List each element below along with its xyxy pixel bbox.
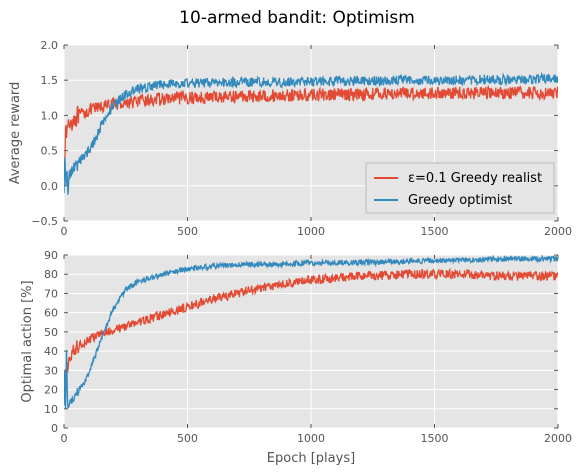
y-tick-label: 2.0	[41, 39, 59, 52]
y-tick-label: 40	[44, 345, 58, 358]
figure-title: 10-armed bandit: Optimism	[179, 8, 415, 28]
x-axis-label: Epoch [plays]	[267, 451, 355, 466]
legend-entry: Greedy optimist	[408, 193, 512, 208]
y-tick-label: 80	[44, 268, 58, 281]
x-tick-label: 0	[61, 432, 68, 445]
x-tick-label: 1500	[421, 225, 449, 238]
y-tick-label: 60	[44, 307, 58, 320]
x-tick-label: 0	[61, 225, 68, 238]
legend-entry: ε=0.1 Greedy realist	[408, 171, 542, 186]
optimal-action-panel: 0 500 1000 1500 2000 0 10 20 30 40 50 60 70 80 90 Optim…	[20, 249, 572, 466]
y-axis-label: Optimal action [%]	[20, 280, 35, 402]
legend-box	[365, 162, 555, 214]
series-group	[64, 71, 558, 195]
y-axis-label: Average reward	[8, 82, 23, 185]
x-tick-label: 2000	[544, 432, 572, 445]
series-line-realist	[64, 267, 558, 403]
x-tick-label: 1000	[297, 225, 325, 238]
y-tick-label: 70	[44, 287, 58, 300]
y-tick-label: 30	[44, 364, 58, 377]
y-tick-label: 10	[44, 403, 58, 416]
y-tick-label: 50	[44, 326, 58, 339]
y-tick-label: 20	[44, 384, 58, 397]
y-tick-label: 1.0	[41, 109, 59, 122]
series-line-realist	[64, 84, 558, 180]
y-tick-label: −0.5	[31, 215, 58, 228]
reward-panel: 0 500 1000 1500 2000 −0.5 0.0 0.5 1.0 1.5 2.0 Avera…	[8, 39, 572, 238]
y-tick-label: 0.5	[41, 145, 59, 158]
series-group	[64, 255, 558, 410]
x-tick-label: 1000	[297, 432, 325, 445]
x-tick-label: 2000	[544, 225, 572, 238]
x-tick-label: 1500	[421, 432, 449, 445]
y-tick-label: 0	[51, 422, 58, 435]
y-tick-label: 1.5	[41, 74, 59, 87]
x-tick-label: 500	[177, 225, 198, 238]
series-line-optimist	[64, 71, 558, 195]
series-line-optimist	[64, 255, 558, 410]
x-tick-label: 500	[177, 432, 198, 445]
y-tick-label: 90	[44, 249, 58, 262]
y-tick-label: 0.0	[41, 180, 59, 193]
